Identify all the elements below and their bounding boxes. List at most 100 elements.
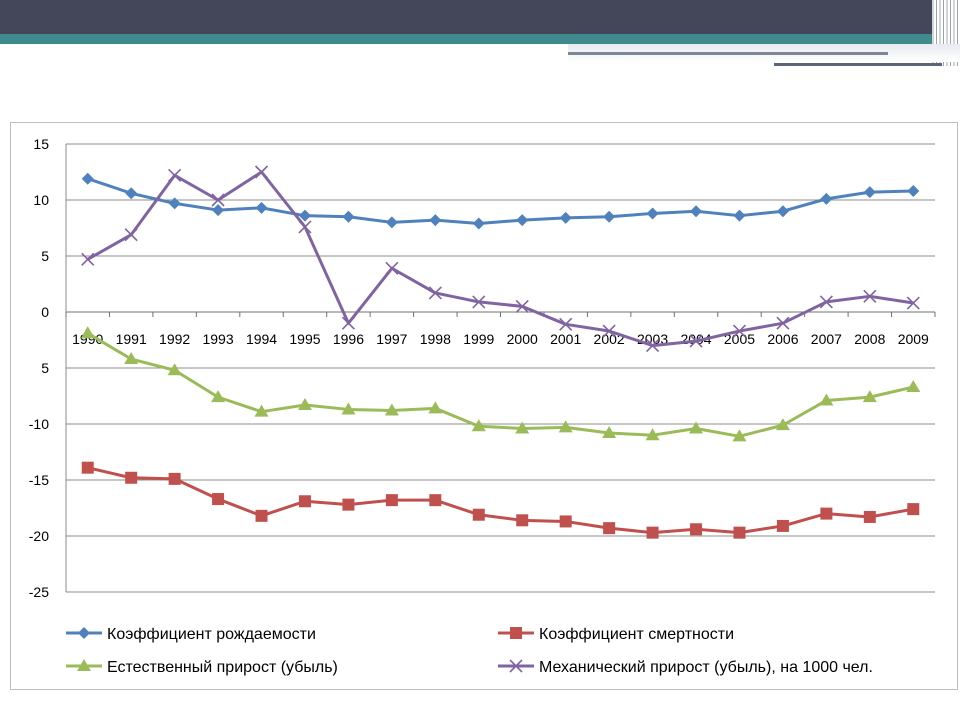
data-point	[167, 363, 182, 376]
data-point	[906, 296, 920, 310]
data-point	[820, 192, 833, 205]
data-point	[125, 471, 138, 484]
y-tick-label: -20	[29, 528, 49, 544]
data-point	[471, 419, 486, 432]
data-point	[603, 522, 616, 535]
header-rule-2	[774, 63, 942, 66]
x-tick-label: 1997	[376, 331, 407, 347]
data-point	[907, 185, 920, 198]
marker-stroke	[776, 316, 790, 330]
marker-stroke	[646, 339, 660, 353]
data-point	[212, 493, 225, 506]
marker-stroke	[602, 324, 616, 338]
gridlines	[66, 143, 935, 593]
marker-stroke	[732, 324, 747, 338]
marker-stroke	[298, 220, 312, 234]
data-point	[472, 508, 485, 521]
data-point	[733, 209, 746, 222]
data-point	[384, 403, 399, 416]
data-point	[254, 165, 269, 179]
y-tick-label: 5	[41, 248, 49, 264]
marker-stroke	[168, 168, 182, 182]
header-dark-band	[0, 0, 940, 34]
data-point	[515, 421, 530, 434]
data-point	[81, 252, 95, 266]
y-tick-label: 0	[41, 304, 49, 320]
data-point	[298, 495, 311, 508]
data-point	[168, 168, 182, 182]
x-tick-label: 1992	[159, 331, 190, 347]
x-tick-label: 2009	[898, 331, 929, 347]
marker-stroke	[385, 261, 399, 275]
x-tick-labels: 1990 1991 1992 1993 1994 1995 1996 1997 1998 1999…	[72, 331, 929, 347]
legend-label: Коэффициент рождаемости	[107, 626, 316, 643]
series-line	[87, 466, 914, 535]
header-teal-band	[0, 34, 940, 44]
data-point	[863, 510, 876, 523]
marker-stroke	[509, 659, 523, 673]
data-point	[646, 526, 659, 539]
data-point	[341, 316, 355, 330]
data-point	[211, 390, 226, 403]
marker-stroke	[819, 295, 833, 309]
marker-stroke	[863, 289, 877, 303]
data-point	[776, 519, 789, 532]
y-tick-label: 5	[41, 360, 49, 376]
x-tick-label: 2001	[550, 331, 581, 347]
x-tick-label: 1995	[289, 331, 320, 347]
x-tick-label: 2000	[507, 331, 538, 347]
data-point	[429, 214, 442, 227]
data-point	[646, 339, 660, 353]
y-tick-label: -25	[29, 584, 49, 600]
marker-stroke	[341, 316, 355, 330]
marker-stroke	[428, 286, 442, 300]
x-tick-label: 2005	[724, 331, 755, 347]
series-1	[81, 172, 920, 230]
data-point	[819, 295, 833, 309]
data-point	[255, 201, 268, 214]
data-point	[690, 205, 703, 218]
marker-stroke	[689, 334, 703, 348]
data-point	[690, 523, 703, 536]
x-tick-label: 1996	[333, 331, 364, 347]
legend-item: Коэффициент рождаемости	[66, 626, 316, 643]
data-point	[863, 186, 876, 199]
data-point	[862, 390, 877, 403]
data-point	[80, 326, 95, 339]
legend-label: Механический прирост (убыль), на 1000 че…	[539, 659, 873, 676]
data-point	[689, 334, 703, 348]
legend-marker	[78, 627, 90, 639]
data-point	[602, 324, 616, 338]
data-point	[516, 514, 529, 527]
y-tick-label: 15	[33, 136, 49, 152]
data-point	[81, 461, 94, 474]
series-line	[87, 177, 914, 226]
data-point	[907, 503, 920, 516]
legend-marker	[509, 659, 523, 673]
data-point	[342, 210, 355, 223]
data-point	[472, 217, 485, 230]
chart-frame: 15 10 5 0 5 -10 -15 -20 -25 1990 1991 1992 1993 1994…	[10, 122, 958, 690]
series-4	[81, 165, 920, 353]
data-point	[211, 193, 225, 207]
legend: Коэффициент рождаемости Коэффициент смерт…	[66, 626, 873, 676]
data-point	[776, 205, 789, 218]
data-point	[515, 299, 529, 313]
legend-item: Механический прирост (убыль), на 1000 че…	[498, 659, 873, 676]
header-rule-1	[568, 52, 888, 55]
data-point	[472, 295, 486, 309]
legend-marker	[510, 627, 522, 639]
y-tick-label: -10	[29, 416, 49, 432]
x-tick-label: 1994	[246, 331, 277, 347]
data-point	[254, 404, 269, 417]
marker-stroke	[906, 296, 920, 310]
axes	[65, 144, 936, 592]
x-tick-label: 1991	[116, 331, 147, 347]
data-point	[776, 316, 790, 330]
y-tick-labels: 15 10 5 0 5 -10 -15 -20 -25	[29, 136, 49, 600]
x-tick-label: 1990	[72, 331, 103, 347]
data-point	[125, 187, 138, 200]
series-2	[81, 461, 920, 539]
data-point	[385, 494, 398, 507]
legend-marker	[77, 659, 91, 671]
